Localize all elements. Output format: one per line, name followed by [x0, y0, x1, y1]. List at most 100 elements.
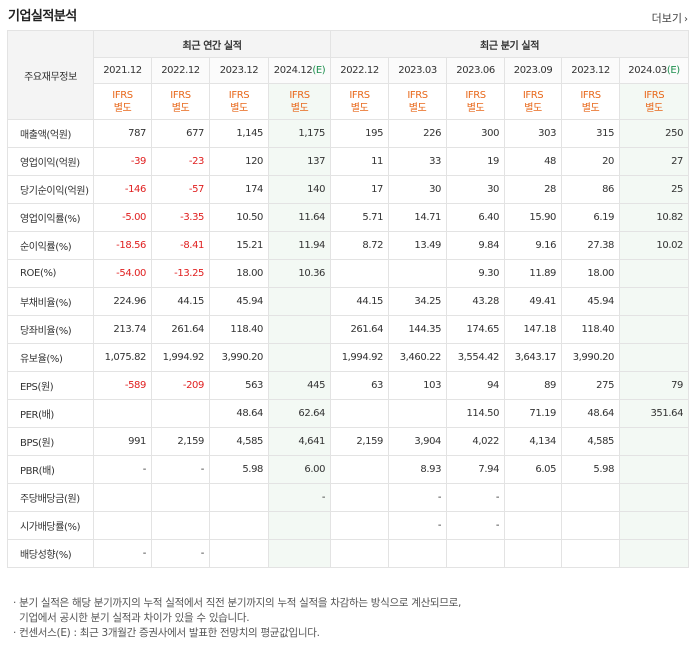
table-row: EPS(원) -589 -209 563 445 63 103 94 89 275 79 — [7, 371, 690, 400]
table-cell: 49.41 — [504, 287, 563, 316]
table-cell: 140 — [267, 175, 332, 204]
table-row: 순이익률(%) -18.56 -8.41 15.21 11.94 8.72 13.49 9.8… — [7, 231, 690, 260]
table-cell: 1,994.92 — [330, 343, 390, 372]
table-cell: 445 — [267, 371, 332, 400]
annual-group-header: 최근 연간 실적 — [92, 30, 332, 58]
table-cell: 44.15 — [151, 287, 210, 316]
table-cell: 89 — [504, 371, 563, 400]
table-cell: 9.30 — [446, 259, 506, 288]
table-cell: -5.00 — [93, 203, 152, 232]
table-cell — [619, 259, 690, 288]
table-cell — [504, 539, 563, 568]
table-cell: 33 — [388, 147, 448, 176]
ifrs-label: IFRS 별도 — [446, 83, 506, 120]
period-header: 2023.09 — [504, 57, 563, 84]
table-cell: 10.36 — [267, 259, 332, 288]
table-cell: 303 — [504, 119, 563, 148]
table-cell: 30 — [446, 175, 506, 204]
table-cell — [151, 399, 210, 428]
table-cell: - — [388, 511, 448, 540]
table-cell: - — [93, 539, 152, 568]
table-cell: 27 — [619, 147, 690, 176]
table-cell: 1,145 — [209, 119, 269, 148]
table-cell: 195 — [330, 119, 390, 148]
table-cell: 11.89 — [504, 259, 563, 288]
ifrs-label: IFRS 별도 — [561, 83, 621, 120]
estimate-mark: (E) — [312, 65, 326, 76]
row-label: 주당배당금(원) — [7, 483, 94, 512]
table-cell: -146 — [93, 175, 152, 204]
row-label: 매출액(억원) — [7, 119, 94, 148]
table-cell — [267, 511, 332, 540]
row-label: PBR(배) — [7, 455, 94, 484]
table-cell: 28 — [504, 175, 563, 204]
table-cell — [619, 511, 690, 540]
table-cell: 25 — [619, 175, 690, 204]
footnotes: · 분기 실적은 해당 분기까지의 누적 실적에서 직전 분기까지의 누적 실적… — [7, 596, 461, 641]
period-header: 2023.12 — [561, 57, 621, 84]
financial-table: 주요재무정보 최근 연간 실적 최근 분기 실적 2021.12 2022.12 2… — [7, 30, 690, 568]
table-cell — [267, 287, 332, 316]
table-cell: 1,175 — [267, 119, 332, 148]
row-label: 영업이익률(%) — [7, 203, 94, 232]
period-header: 2022.12 — [330, 57, 390, 84]
table-cell: -8.41 — [151, 231, 210, 260]
table-row: ROE(%) -54.00 -13.25 18.00 10.36 9.30 11.89 18.… — [7, 259, 690, 288]
period-header: 2024.03(E) — [619, 57, 690, 84]
row-label: 당기순이익(억원) — [7, 175, 94, 204]
table-cell: 10.50 — [209, 203, 269, 232]
table-cell: 4,585 — [561, 427, 621, 456]
table-cell — [209, 511, 269, 540]
quarter-group-header: 최근 분기 실적 — [330, 30, 690, 58]
table-cell: 144.35 — [388, 315, 448, 344]
table-cell: 174.65 — [446, 315, 506, 344]
row-label: BPS(원) — [7, 427, 94, 456]
row-label: ROE(%) — [7, 259, 94, 288]
table-cell: 9.16 — [504, 231, 563, 260]
row-label: 순이익률(%) — [7, 231, 94, 260]
table-cell: 226 — [388, 119, 448, 148]
table-cell: 1,994.92 — [151, 343, 210, 372]
table-row: 당기순이익(억원) -146 -57 174 140 17 30 30 28 86 25 — [7, 175, 690, 204]
period-header: 2023.06 — [446, 57, 506, 84]
table-cell — [93, 483, 152, 512]
table-cell: - — [93, 455, 152, 484]
table-cell — [388, 399, 448, 428]
period-header: 2023.12 — [209, 57, 269, 84]
table-cell: 30 — [388, 175, 448, 204]
table-row: PBR(배) - -5.98 6.00 8.93 7.94 6.05 5.98 — [7, 455, 690, 484]
footnote-3: · 컨센서스(E) : 최근 3개월간 증권사에서 발표한 전망치의 평균값입니… — [13, 627, 320, 639]
table-cell — [267, 539, 332, 568]
table-cell: 48 — [504, 147, 563, 176]
table-cell: -23 — [151, 147, 210, 176]
table-cell: 103 — [388, 371, 448, 400]
ifrs-label: IFRS 별도 — [151, 83, 210, 120]
table-cell: - — [446, 483, 506, 512]
table-cell: 3,554.42 — [446, 343, 506, 372]
table-cell: 118.40 — [209, 315, 269, 344]
ifrs-label: IFRS 별도 — [93, 83, 152, 120]
table-cell: -57 — [151, 175, 210, 204]
table-cell: 1,075.82 — [93, 343, 152, 372]
table-cell: 224.96 — [93, 287, 152, 316]
table-cell: 17 — [330, 175, 390, 204]
table-cell: 63 — [330, 371, 390, 400]
more-link[interactable]: 더보기 › — [652, 10, 688, 26]
chevron-right-icon: › — [684, 14, 688, 25]
table-cell: 18.00 — [209, 259, 269, 288]
table-row: 배당성향(%) - - — [7, 539, 690, 568]
table-cell: 15.90 — [504, 203, 563, 232]
table-cell: 6.00 — [267, 455, 332, 484]
table-cell: 48.64 — [561, 399, 621, 428]
table-cell: 71.19 — [504, 399, 563, 428]
table-cell: 787 — [93, 119, 152, 148]
table-cell: 6.40 — [446, 203, 506, 232]
table-cell — [388, 539, 448, 568]
table-cell: -3.35 — [151, 203, 210, 232]
table-row: 매출액(억원) 787 677 1,145 1,175 195 226 300 303 315 25… — [7, 119, 690, 148]
table-cell: 11.94 — [267, 231, 332, 260]
table-cell — [93, 511, 152, 540]
table-cell: 4,022 — [446, 427, 506, 456]
row-label: 시가배당률(%) — [7, 511, 94, 540]
table-cell — [151, 483, 210, 512]
